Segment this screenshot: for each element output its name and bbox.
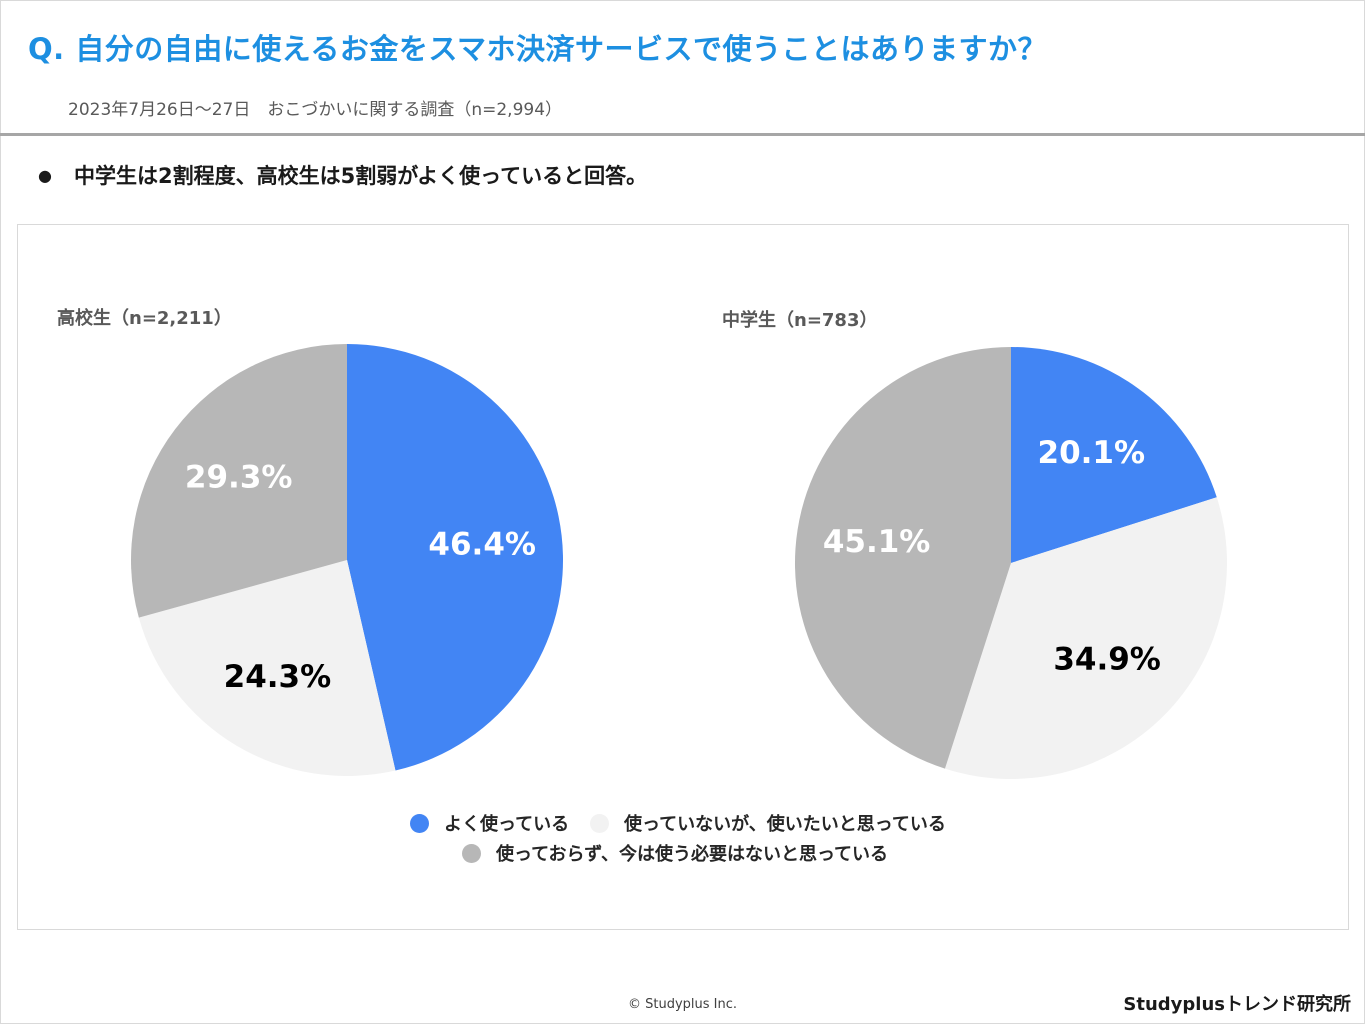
pie-title-high-school: 高校生（n=2,211） bbox=[57, 308, 232, 329]
legend-item-often: よく使っている bbox=[410, 810, 569, 836]
pie-data-label-high-school-none: 29.3% bbox=[185, 460, 293, 496]
legend-swatch-want bbox=[590, 813, 609, 833]
survey-info: 2023年7月26日～27日 おこづかいに関する調査（n=2,994） bbox=[68, 100, 563, 120]
legend-swatch-often bbox=[410, 813, 429, 833]
pie-slice-junior-high-often bbox=[1011, 347, 1217, 563]
copyright: © Studyplus Inc. bbox=[627, 997, 738, 1012]
pie-slice-junior-high-want bbox=[944, 497, 1228, 780]
legend-label-often: よく使っている bbox=[444, 814, 570, 835]
pie-title-junior-high: 中学生（n=783） bbox=[722, 310, 878, 331]
finding-text: 中学生は2割程度、高校生は5割弱がよく使っていると回答。 bbox=[74, 164, 648, 188]
pie-data-label-high-school-often: 46.4% bbox=[428, 527, 536, 563]
pie-data-label-high-school-want: 24.3% bbox=[224, 659, 332, 695]
pie-data-label-junior-high-none: 45.1% bbox=[823, 524, 931, 560]
pie-slice-high-school-want bbox=[138, 560, 396, 777]
legend-item-none: 使っておらず、今は使う必要はないと思っている bbox=[462, 840, 888, 866]
pie-data-label-junior-high-want: 34.9% bbox=[1053, 641, 1161, 677]
legend-item-want: 使っていないが、使いたいと思っている bbox=[590, 810, 946, 836]
key-finding: ● 中学生は2割程度、高校生は5割弱がよく使っていると回答。 bbox=[38, 160, 647, 190]
legend-label-want: 使っていないが、使いたいと思っている bbox=[624, 814, 946, 835]
pie-slice-high-school-none bbox=[131, 344, 347, 618]
pie-slice-high-school-often bbox=[347, 344, 564, 771]
header-divider bbox=[0, 133, 1365, 136]
brand-logo-text: Studyplusトレンド研究所 bbox=[1123, 994, 1351, 1015]
bullet-icon: ● bbox=[38, 166, 52, 185]
pie-data-label-junior-high-often: 20.1% bbox=[1038, 435, 1146, 471]
question-title: Q. 自分の自由に使えるお金をスマホ決済サービスで使うことはありますか？ bbox=[28, 32, 1048, 66]
pie-slice-junior-high-none bbox=[794, 347, 1011, 769]
legend-swatch-none bbox=[462, 843, 481, 863]
legend-label-none: 使っておらず、今は使う必要はないと思っている bbox=[496, 844, 889, 865]
